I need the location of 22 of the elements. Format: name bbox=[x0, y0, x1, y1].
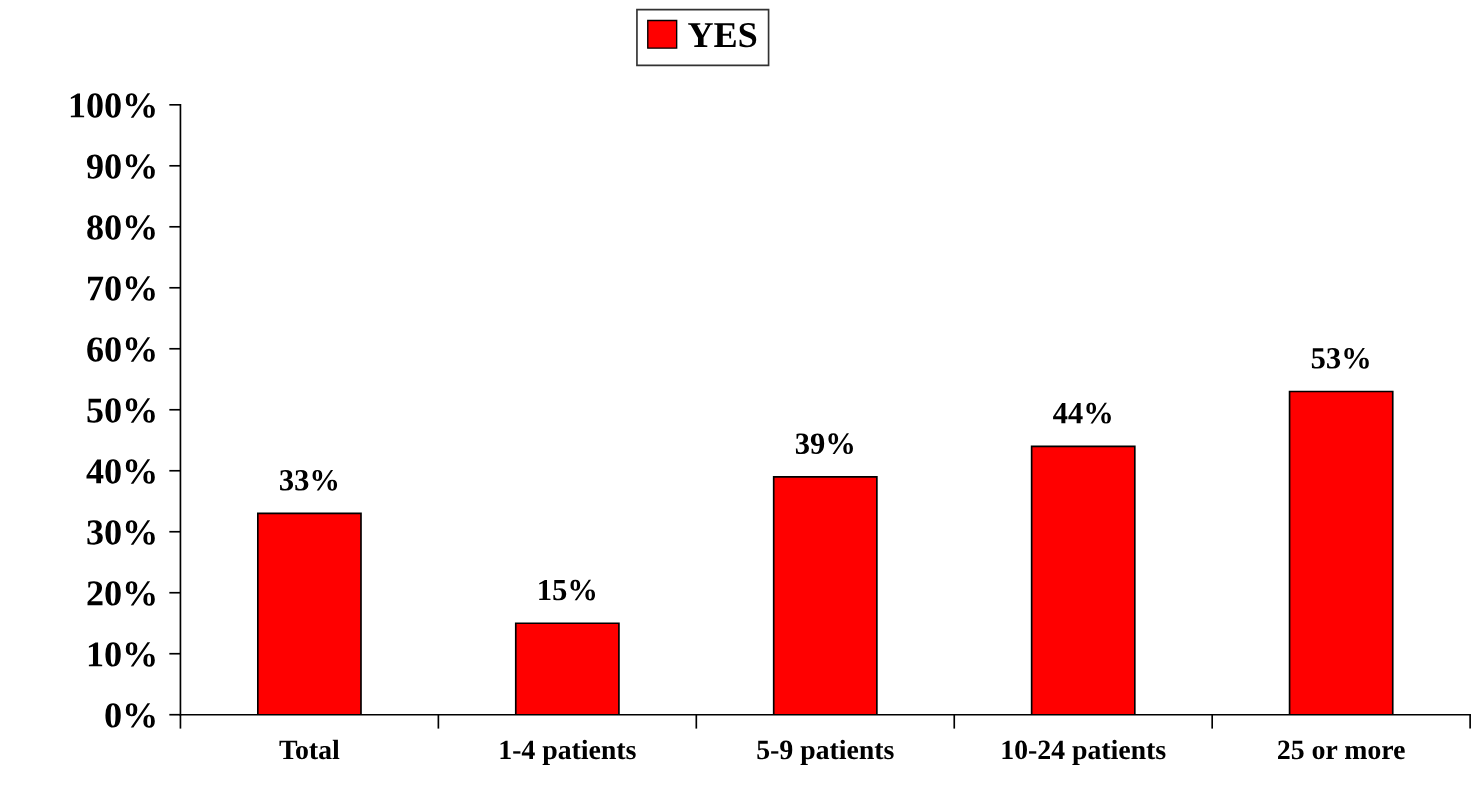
y-tick-label: 80% bbox=[87, 215, 155, 240]
y-tick-label: 30% bbox=[87, 520, 155, 545]
x-tick-label: 10-24 patients bbox=[1002, 739, 1166, 765]
y-tick-label: 60% bbox=[87, 337, 155, 362]
x-tick-label: 1-4 patients bbox=[500, 739, 636, 765]
x-tick-label: 5-9 patients bbox=[757, 739, 894, 765]
data-label: 15% bbox=[539, 579, 596, 601]
x-tick-label: Total bbox=[279, 739, 340, 760]
data-label: 39% bbox=[795, 433, 853, 455]
data-label: 53% bbox=[1311, 347, 1369, 369]
y-tick-label: 20% bbox=[87, 581, 155, 606]
y-tick-label: 90% bbox=[86, 154, 155, 179]
x-tick-label: 25 or more bbox=[1278, 740, 1405, 760]
y-tick-label: 70% bbox=[88, 276, 155, 301]
data-label: 33% bbox=[280, 469, 338, 491]
data-label: 44% bbox=[1053, 402, 1111, 424]
y-tick-label: 0% bbox=[105, 703, 155, 728]
y-tick-label: 100% bbox=[70, 93, 155, 118]
y-tick-label: 50% bbox=[87, 398, 155, 423]
y-tick-label: 10% bbox=[88, 642, 155, 667]
y-tick-label: 40% bbox=[86, 459, 155, 484]
legend-label: YES bbox=[688, 22, 757, 48]
